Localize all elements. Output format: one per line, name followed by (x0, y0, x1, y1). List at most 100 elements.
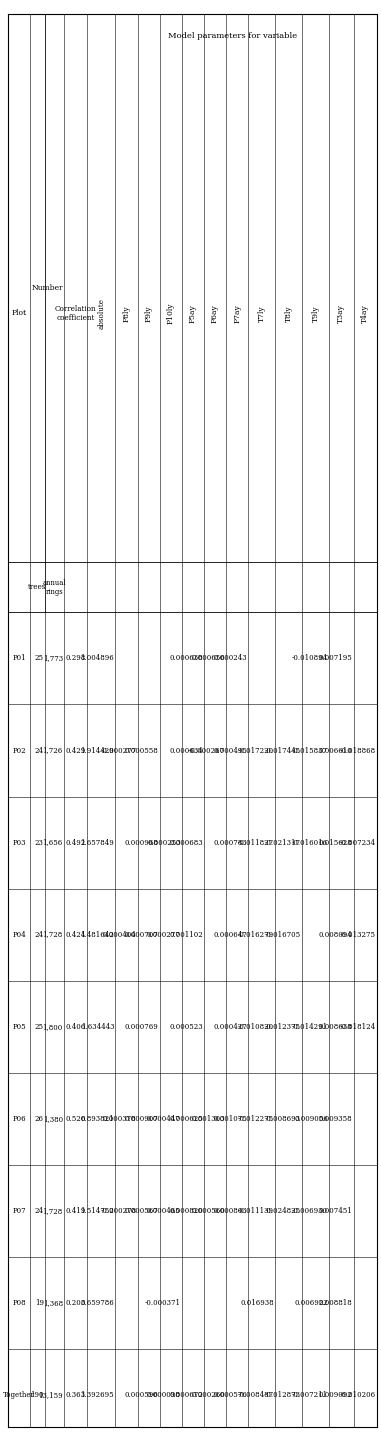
Text: -0.015837: -0.015837 (292, 746, 328, 755)
Text: 1,380: 1,380 (43, 1115, 63, 1123)
Text: P10ly: P10ly (167, 303, 175, 324)
Text: 1.004896: 1.004896 (80, 654, 114, 663)
Text: 24: 24 (35, 1208, 44, 1215)
Text: 1.657849: 1.657849 (80, 839, 114, 846)
Text: Model parameters for variable: Model parameters for variable (168, 32, 297, 40)
Text: 0.424: 0.424 (66, 931, 86, 938)
Text: 190: 190 (30, 1391, 44, 1399)
Text: -0.007211: -0.007211 (292, 1391, 328, 1399)
Text: P01: P01 (12, 654, 26, 663)
Text: 0.000576: 0.000576 (213, 1391, 247, 1399)
Text: P03: P03 (12, 839, 26, 846)
Text: 1.392695: 1.392695 (81, 1391, 114, 1399)
Text: 0.009358: 0.009358 (319, 1115, 352, 1123)
Text: 0.015628: 0.015628 (319, 839, 352, 846)
Text: -0.010894: -0.010894 (292, 654, 328, 663)
Text: 0.007451: 0.007451 (319, 1208, 352, 1215)
Text: -0.014291: -0.014291 (292, 1023, 328, 1030)
Text: 1,728: 1,728 (43, 1208, 63, 1215)
Text: 26: 26 (35, 1115, 44, 1123)
Text: -0.017220: -0.017220 (238, 746, 274, 755)
Text: 0.203: 0.203 (66, 1298, 86, 1307)
Text: 1,726: 1,726 (43, 746, 63, 755)
Text: 1,800: 1,800 (43, 1023, 63, 1030)
Text: 0.000558: 0.000558 (125, 746, 158, 755)
Text: P02: P02 (12, 746, 26, 755)
Text: T9ly: T9ly (312, 305, 320, 321)
Text: 0.000465: 0.000465 (147, 1208, 181, 1215)
Text: -0.006930: -0.006930 (292, 1208, 328, 1215)
Text: 0.000404: 0.000404 (102, 931, 136, 938)
Text: 0.000656: 0.000656 (191, 654, 225, 663)
Text: 25: 25 (35, 654, 44, 663)
Text: 0.000447: 0.000447 (147, 1115, 181, 1123)
Text: 0.000277: 0.000277 (147, 931, 181, 938)
Text: 0.363: 0.363 (66, 1391, 86, 1399)
Text: -0.010206: -0.010206 (340, 1391, 376, 1399)
Text: Plot: Plot (11, 310, 27, 317)
Text: P04: P04 (12, 931, 26, 938)
Text: 0.006610: 0.006610 (319, 746, 352, 755)
Text: -0.016705: -0.016705 (265, 931, 301, 938)
Text: -0.000267: -0.000267 (189, 746, 225, 755)
Text: -0.012275: -0.012275 (238, 1115, 274, 1123)
Text: P5ay: P5ay (189, 304, 197, 323)
Text: -0.008487: -0.008487 (238, 1391, 274, 1399)
Text: 25: 25 (35, 1023, 44, 1030)
Text: 0.000769: 0.000769 (125, 1023, 158, 1030)
Text: 0.000560: 0.000560 (191, 1208, 225, 1215)
Text: 0.298: 0.298 (66, 654, 86, 663)
Text: 0.000634: 0.000634 (169, 746, 203, 755)
Text: 0.000803: 0.000803 (213, 1208, 247, 1215)
Text: 0.000260: 0.000260 (191, 1391, 225, 1399)
Text: 0.406: 0.406 (66, 1023, 86, 1030)
Text: -0.016279: -0.016279 (238, 931, 274, 938)
Text: 0.000243: 0.000243 (213, 654, 247, 663)
Text: -0.007234: -0.007234 (340, 839, 376, 846)
Text: -0.018868: -0.018868 (340, 746, 376, 755)
Text: 0.000683: 0.000683 (169, 839, 203, 846)
Text: 0.000596: 0.000596 (125, 1391, 158, 1399)
Text: 24: 24 (35, 931, 44, 938)
Text: T8ly: T8ly (285, 305, 293, 321)
Text: 1.514752: 1.514752 (80, 1208, 114, 1215)
Text: 0.008638: 0.008638 (319, 1023, 352, 1030)
Text: 0.001102: 0.001102 (169, 931, 203, 938)
Text: 0.000783: 0.000783 (213, 839, 247, 846)
Text: 0.000638: 0.000638 (169, 654, 203, 663)
Text: 1.634443: 1.634443 (81, 1023, 114, 1030)
Text: -0.008693: -0.008693 (265, 1115, 301, 1123)
Text: 23: 23 (35, 839, 44, 846)
Text: -0.024825: -0.024825 (265, 1208, 301, 1215)
Text: 0.009092: 0.009092 (319, 1391, 352, 1399)
Text: -0.000277: -0.000277 (100, 746, 136, 755)
Text: 0.000672: 0.000672 (169, 1391, 203, 1399)
Text: P7ay: P7ay (233, 304, 241, 323)
Text: annual
rings: annual rings (43, 579, 66, 595)
Text: -0.011827: -0.011827 (238, 839, 274, 846)
Text: 0.000625: 0.000625 (169, 1115, 203, 1123)
Text: P06: P06 (12, 1115, 26, 1123)
Text: 0.000567: 0.000567 (125, 1208, 158, 1215)
Text: trees: trees (28, 584, 47, 591)
Text: 0.007195: 0.007195 (319, 654, 352, 663)
Text: 0.893821: 0.893821 (81, 1115, 114, 1123)
Text: 0.001075: 0.001075 (213, 1115, 247, 1123)
Text: 0.000378: 0.000378 (103, 1115, 136, 1123)
Text: 0.429: 0.429 (66, 746, 86, 755)
Text: P07: P07 (12, 1208, 26, 1215)
Text: 19: 19 (35, 1298, 44, 1307)
Text: T4ay: T4ay (361, 304, 369, 323)
Text: 0.659786: 0.659786 (80, 1298, 114, 1307)
Text: 0.000523: 0.000523 (169, 1023, 203, 1030)
Text: 0.000495: 0.000495 (213, 746, 247, 755)
Text: 0.000968: 0.000968 (125, 839, 158, 846)
Text: P6ay: P6ay (211, 304, 219, 323)
Text: 1.481642: 1.481642 (80, 931, 114, 938)
Text: 1.914429: 1.914429 (80, 746, 114, 755)
Text: -0.017445: -0.017445 (265, 746, 301, 755)
Text: -0.000278: -0.000278 (100, 1208, 136, 1215)
Text: Number: Number (31, 284, 63, 293)
Text: 1,368: 1,368 (43, 1298, 63, 1307)
Text: P05: P05 (12, 1023, 26, 1030)
